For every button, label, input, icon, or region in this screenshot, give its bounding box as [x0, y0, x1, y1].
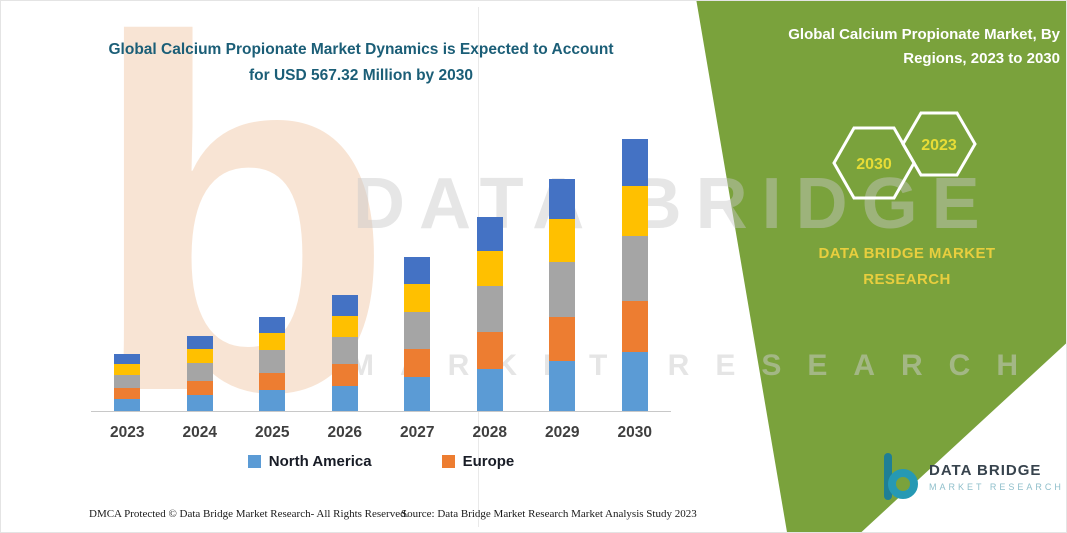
- bar-segment-series-3: [331, 336, 358, 365]
- logo-subtitle: MARKET RESEARCH: [929, 482, 1064, 492]
- chart-title: Global Calcium Propionate Market Dynamic…: [108, 41, 614, 85]
- bar-column-2030: 2030: [618, 131, 652, 441]
- legend-swatch-icon: [441, 455, 455, 468]
- bar-segment-north-america: [404, 377, 431, 411]
- legend-label: North America: [268, 453, 372, 470]
- bar-column-2024: 2024: [183, 131, 217, 441]
- right-panel-title: Global Calcium Propionate Market, By Reg…: [788, 26, 1060, 67]
- bar-segment-series-4: [331, 315, 358, 337]
- year-hexagons: 2030 2023: [832, 111, 977, 200]
- databridge-logo: DATA BRIDGE MARKET RESEARCH: [879, 451, 1064, 503]
- hexagon-2030-shape: [832, 126, 916, 200]
- bar-column-2027: 2027: [400, 131, 434, 441]
- bar-segment-series-3: [404, 311, 431, 349]
- bar-segment-series-5: [331, 295, 358, 316]
- bar-segment-north-america: [549, 360, 576, 411]
- x-axis-label: 2029: [545, 424, 580, 441]
- bar-segment-north-america: [186, 394, 213, 411]
- x-axis-label: 2025: [255, 424, 290, 441]
- brand-text-block: DATA BRIDGE MARKET RESEARCH: [791, 241, 1023, 294]
- bar-segment-series-4: [259, 332, 286, 351]
- x-axis-label: 2023: [110, 424, 145, 441]
- stacked-bar: [186, 336, 213, 411]
- bar-segment-series-5: [476, 216, 503, 251]
- bar-column-2025: 2025: [255, 131, 289, 441]
- bar-segment-series-3: [186, 363, 213, 381]
- bar-column-2028: 2028: [473, 131, 507, 441]
- hexagon-2023-shape: [901, 111, 977, 177]
- bar-chart: 2023 2024 2025 2026 2027 2028 2029 2030: [91, 131, 671, 441]
- bar-segment-series-3: [549, 261, 576, 318]
- bar-segment-series-3: [114, 374, 141, 388]
- bar-segment-north-america: [476, 368, 503, 411]
- bar-column-2029: 2029: [545, 131, 579, 441]
- bar-segment-north-america: [114, 398, 141, 411]
- bar-segment-north-america: [259, 390, 286, 411]
- bar-segment-europe: [114, 388, 141, 399]
- brand-line1: DATA BRIDGE MARKET: [818, 245, 996, 262]
- bar-column-2026: 2026: [328, 131, 362, 441]
- bar-column-2023: 2023: [110, 131, 144, 441]
- stacked-bar: [476, 216, 503, 411]
- bar-segment-series-5: [186, 336, 213, 350]
- bar-segment-europe: [404, 348, 431, 378]
- stacked-bar: [404, 256, 431, 411]
- bar-segment-series-5: [114, 354, 141, 365]
- x-axis-label: 2024: [182, 424, 217, 441]
- bar-segment-north-america: [331, 385, 358, 411]
- bar-segment-series-5: [621, 139, 648, 187]
- bar-segment-series-3: [259, 350, 286, 373]
- stacked-bar: [621, 139, 648, 411]
- bar-segment-series-4: [186, 349, 213, 364]
- bar-segment-europe: [621, 300, 648, 353]
- hexagon-2023-label: 2023: [921, 137, 957, 154]
- bar-segment-series-4: [476, 250, 503, 287]
- bar-segment-series-5: [259, 316, 286, 333]
- bar-segment-series-3: [621, 236, 648, 301]
- legend-item: Europe: [441, 453, 515, 470]
- bar-segment-series-5: [404, 256, 431, 284]
- bar-segment-series-4: [621, 186, 648, 237]
- brand-line2: RESEARCH: [863, 271, 951, 289]
- bar-segment-series-3: [476, 286, 503, 333]
- logo-title: DATA BRIDGE: [929, 462, 1042, 479]
- footer-source-text: Source: Data Bridge Market Research Mark…: [401, 508, 697, 520]
- logo-b-icon: [884, 453, 918, 500]
- x-axis-label: 2027: [400, 424, 435, 441]
- stacked-bar: [114, 354, 141, 411]
- bar-segment-europe: [186, 380, 213, 395]
- legend-item: North America: [247, 453, 372, 470]
- bar-segment-series-4: [404, 283, 431, 312]
- bar-segment-europe: [549, 317, 576, 361]
- footer-dmca-text: DMCA Protected © Data Bridge Market Rese…: [89, 508, 409, 520]
- bar-segment-europe: [476, 332, 503, 369]
- stacked-bar: [331, 295, 358, 411]
- bar-segment-series-4: [549, 219, 576, 262]
- hexagon-2030-label: 2030: [856, 156, 892, 173]
- bar-segment-series-5: [549, 179, 576, 220]
- legend-label: Europe: [462, 453, 515, 470]
- x-axis-label: 2030: [617, 424, 652, 441]
- bar-segment-europe: [259, 372, 286, 391]
- bar-segment-series-4: [114, 364, 141, 375]
- legend-swatch-icon: [247, 455, 261, 468]
- x-axis-label: 2028: [472, 424, 507, 441]
- bar-segment-north-america: [621, 352, 648, 411]
- x-axis-label: 2026: [327, 424, 362, 441]
- stacked-bar: [549, 179, 576, 411]
- stacked-bar: [259, 316, 286, 411]
- logo-text-block: DATA BRIDGE MARKET RESEARCH: [929, 462, 1064, 492]
- chart-legend: North America Europe: [91, 453, 671, 470]
- bar-segment-europe: [331, 364, 358, 386]
